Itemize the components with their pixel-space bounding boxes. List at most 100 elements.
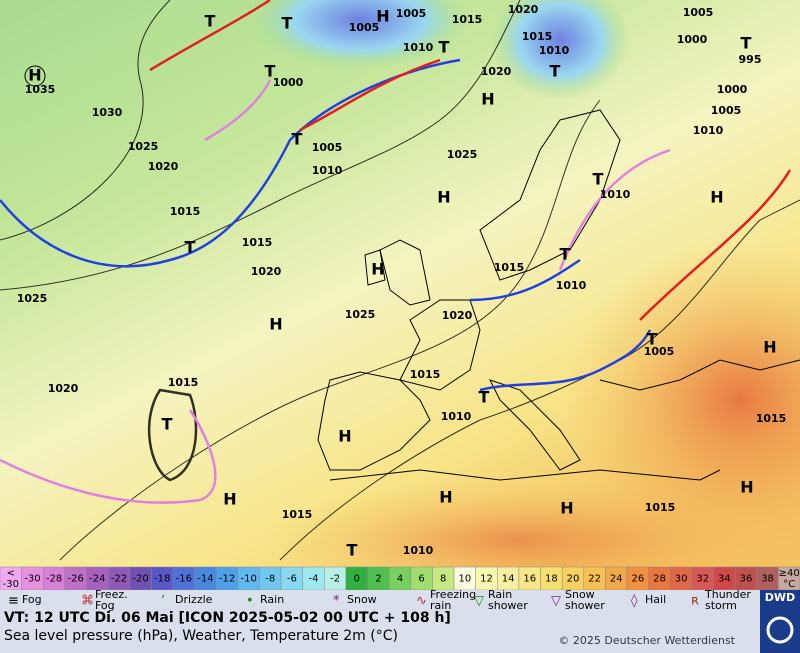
symbol-icon: ▽ <box>551 594 561 609</box>
isobar-label: 1015 <box>494 261 525 274</box>
high-pressure-label: H <box>338 427 351 446</box>
high-pressure-label: H <box>437 188 450 207</box>
isobar-label: 1005 <box>711 104 742 117</box>
symbol-label: Thunder <box>704 588 751 601</box>
legend-label: -4 <box>309 574 319 585</box>
legend-label: < <box>7 568 15 579</box>
legend-label: 36 <box>740 574 753 585</box>
symbol-label: shower <box>488 599 528 612</box>
isobar-label: 1015 <box>522 30 553 43</box>
legend-label: 38 <box>761 574 774 585</box>
low-pressure-label: T <box>550 62 561 81</box>
low-pressure-label: T <box>205 12 216 31</box>
isobar-label: 1015 <box>410 368 441 381</box>
fronts <box>0 0 792 504</box>
high-pressure-label: H <box>439 488 452 507</box>
symbol-label: Rain <box>260 593 284 606</box>
legend-label: -10 <box>240 574 256 585</box>
high-pressure-label: H <box>223 490 236 509</box>
legend-label: 26 <box>631 574 644 585</box>
symbol-label: Drizzle <box>175 593 213 606</box>
isobar-label: 1015 <box>282 508 313 521</box>
legend-label: 10 <box>458 574 471 585</box>
symbol-icon: ∿ <box>416 594 427 609</box>
legend-label: 16 <box>523 574 536 585</box>
isobars <box>0 0 800 561</box>
symbol-icon: ʀ <box>691 594 699 609</box>
legend-label: -24 <box>89 574 105 585</box>
isobar-label: 1005 <box>683 6 714 19</box>
legend-label: 20 <box>567 574 580 585</box>
legend-label: -14 <box>197 574 213 585</box>
isobar-label: 1025 <box>128 140 159 153</box>
isobar-label: 1030 <box>92 106 123 119</box>
isobar-label: 1010 <box>403 41 434 54</box>
isobar-label: 1015 <box>645 501 676 514</box>
legend-label: -26 <box>68 574 84 585</box>
isobar-label: 1015 <box>170 205 201 218</box>
isobar-label: 1025 <box>345 308 376 321</box>
isobar-label: 1020 <box>481 65 512 78</box>
isobar-label: 1010 <box>556 279 587 292</box>
copyright: © 2025 Deutscher Wetterdienst <box>558 634 735 647</box>
symbol-icon: ⌘ <box>81 594 94 609</box>
symbol-icon: ≡ <box>8 594 19 609</box>
legend-label: -12 <box>219 574 235 585</box>
valid-time: VT: 12 UTC Di. 06 Mai [ICON 2025-05-02 0… <box>4 610 451 626</box>
isobar-label: 1005 <box>644 345 675 358</box>
isobar-label: 1015 <box>242 236 273 249</box>
high-pressure-label: H <box>376 7 389 26</box>
temperature-legend: <-30 -30 -28 -26 -24 -22 -20 -18 -16 -14 -12 -10 -8-… <box>0 566 800 591</box>
legend-label: 14 <box>502 574 515 585</box>
symbol-label: Fog <box>22 593 42 606</box>
symbol-label: Fog <box>95 599 115 612</box>
symbol-label: Snow <box>347 593 377 606</box>
symbol-legend-background <box>0 590 760 612</box>
symbol-icon: ʼ <box>161 594 165 609</box>
isobar-label: 1020 <box>251 265 282 278</box>
isobar-label: 1020 <box>442 309 473 322</box>
low-pressure-label: T <box>347 541 358 560</box>
legend-label: -2 <box>330 574 340 585</box>
legend-label: -8 <box>265 574 275 585</box>
low-pressure-label: T <box>741 34 752 53</box>
legend-label: 32 <box>696 574 709 585</box>
isobar-label: 1010 <box>312 164 343 177</box>
high-pressure-label: H <box>560 499 573 518</box>
isobar-label: 1000 <box>273 76 304 89</box>
high-pressure-label: H <box>710 188 723 207</box>
high-pressure-label: H <box>28 66 41 85</box>
low-pressure-label: T <box>292 130 303 149</box>
isobar-label: 1015 <box>756 412 787 425</box>
isobar-label: 1000 <box>677 33 708 46</box>
legend-label: 22 <box>588 574 601 585</box>
low-pressure-label: T <box>439 38 450 57</box>
cold-area <box>250 0 470 70</box>
low-pressure-label: T <box>265 62 276 81</box>
warm-area <box>560 240 800 560</box>
legend-label: 4 <box>397 574 403 585</box>
legend-label: 6 <box>418 574 424 585</box>
high-pressure-marker <box>24 65 46 87</box>
low-pressure-label: T <box>479 388 490 407</box>
legend-label: -28 <box>46 574 62 585</box>
low-pressure-label: T <box>593 170 604 189</box>
legend-label: -30 <box>3 579 19 590</box>
symbol-label: Rain <box>488 588 512 601</box>
dwd-logo-mark <box>766 616 794 644</box>
cold-area <box>490 0 630 100</box>
isobar-label: 1010 <box>539 44 570 57</box>
legend-label: -18 <box>154 574 170 585</box>
isobar-label: 1025 <box>447 148 478 161</box>
legend-label: -20 <box>132 574 148 585</box>
dwd-logo-text: DWD <box>765 591 795 604</box>
isobar-label: 1020 <box>48 382 79 395</box>
legend-label: 30 <box>675 574 688 585</box>
symbol-icon: • <box>246 594 254 609</box>
legend-label: 24 <box>610 574 623 585</box>
isobar-label: 1020 <box>148 160 179 173</box>
legend-label: 28 <box>653 574 666 585</box>
weather-symbol-legend: ≡ Fog ⌘ Freez.Fog ʼ Drizzle • Rain * Snow ∿ Freezin… <box>0 588 760 612</box>
legend-label: 8 <box>440 574 446 585</box>
